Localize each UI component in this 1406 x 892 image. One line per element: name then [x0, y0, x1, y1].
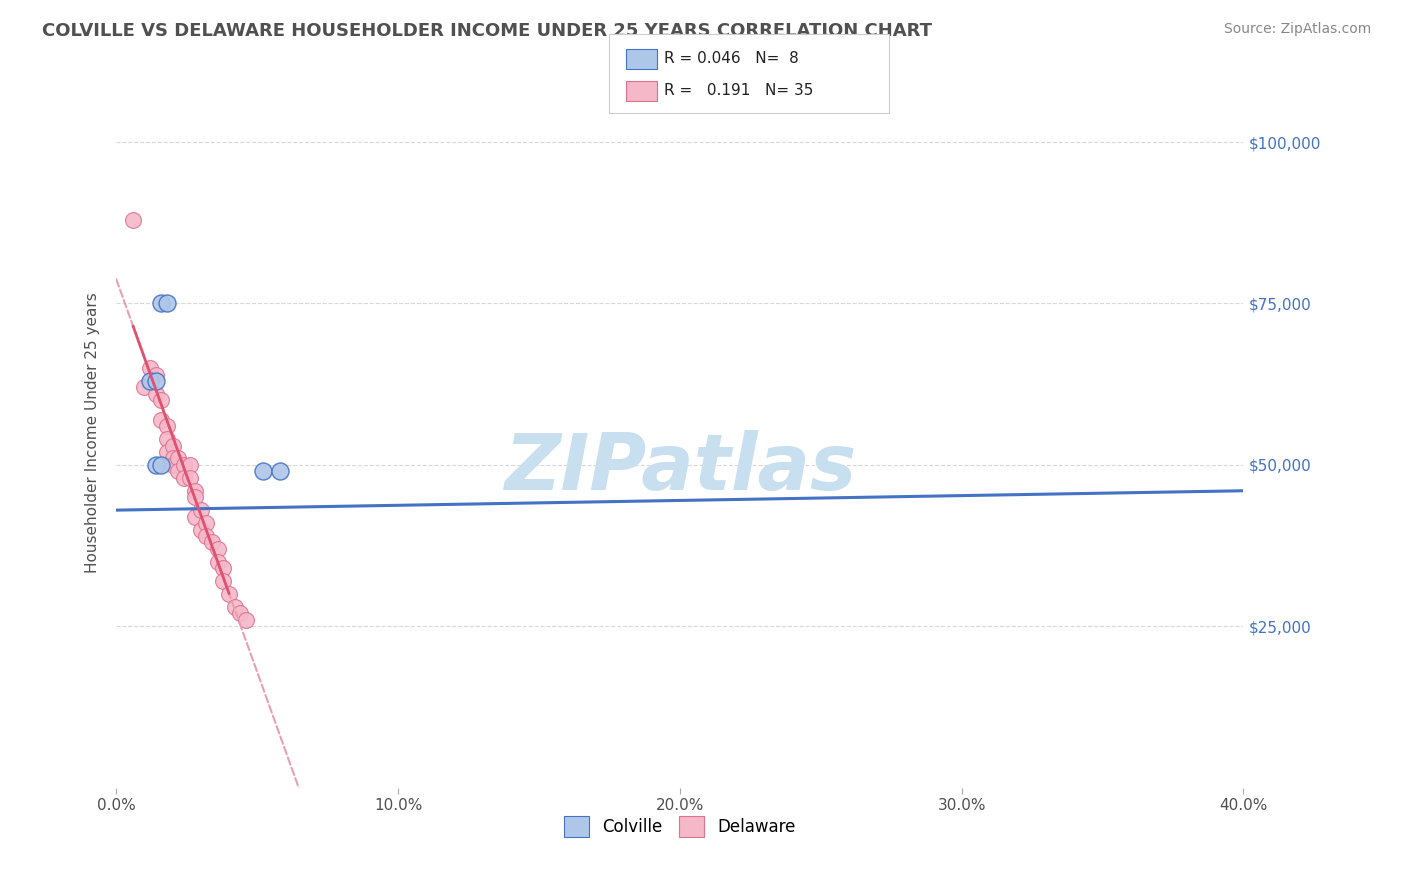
Point [224, 600, 246, 615]
Point [235, 613, 257, 627]
Point [162, 451, 184, 466]
Point [184, 490, 207, 504]
Point [173, 471, 195, 485]
Text: Source: ZipAtlas.com: Source: ZipAtlas.com [1223, 22, 1371, 37]
Point [156, 296, 179, 310]
Point [156, 445, 179, 459]
Y-axis label: Householder Income Under 25 years: Householder Income Under 25 years [86, 293, 100, 573]
Point [184, 509, 207, 524]
Text: R =   0.191   N= 35: R = 0.191 N= 35 [664, 84, 813, 98]
Point [190, 523, 212, 537]
Point [179, 458, 201, 472]
Point [212, 561, 235, 575]
Point [122, 212, 145, 227]
Point [207, 541, 229, 556]
Legend: Colville, Delaware: Colville, Delaware [557, 810, 803, 844]
Point [167, 451, 190, 466]
Point [156, 432, 179, 446]
Point [252, 464, 274, 478]
Point [207, 555, 229, 569]
Point [134, 380, 156, 394]
Point [162, 439, 184, 453]
Point [179, 471, 201, 485]
Point [145, 368, 167, 382]
Point [150, 296, 173, 310]
Point [156, 419, 179, 434]
Point [173, 458, 195, 472]
Point [212, 574, 235, 589]
Point [190, 503, 212, 517]
Point [150, 413, 173, 427]
Point [184, 483, 207, 498]
Point [218, 587, 240, 601]
Point [150, 458, 173, 472]
Point [269, 464, 291, 478]
Point [145, 387, 167, 401]
Point [162, 458, 184, 472]
Point [145, 374, 167, 388]
Point [167, 464, 190, 478]
Text: COLVILLE VS DELAWARE HOUSEHOLDER INCOME UNDER 25 YEARS CORRELATION CHART: COLVILLE VS DELAWARE HOUSEHOLDER INCOME … [42, 22, 932, 40]
Point [150, 393, 173, 408]
Point [195, 529, 218, 543]
Text: R = 0.046   N=  8: R = 0.046 N= 8 [664, 52, 799, 66]
Text: ZIPatlas: ZIPatlas [503, 430, 856, 506]
Point [201, 535, 224, 549]
Point [229, 607, 252, 621]
Point [145, 458, 167, 472]
Point [139, 374, 162, 388]
Point [139, 361, 162, 376]
Point [195, 516, 218, 530]
